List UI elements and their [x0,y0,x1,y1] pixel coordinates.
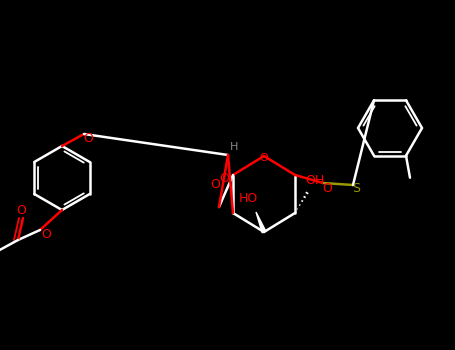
Text: S: S [352,182,360,196]
Text: O: O [41,228,51,240]
Text: O: O [322,182,332,195]
Polygon shape [256,212,266,233]
Text: HO: HO [238,193,258,205]
Text: O: O [83,132,93,145]
Text: H: H [230,142,238,152]
Text: OH: OH [305,174,324,187]
Text: O: O [16,203,26,217]
Text: O: O [260,153,268,163]
Text: O: O [220,173,229,186]
Text: O: O [211,178,220,191]
